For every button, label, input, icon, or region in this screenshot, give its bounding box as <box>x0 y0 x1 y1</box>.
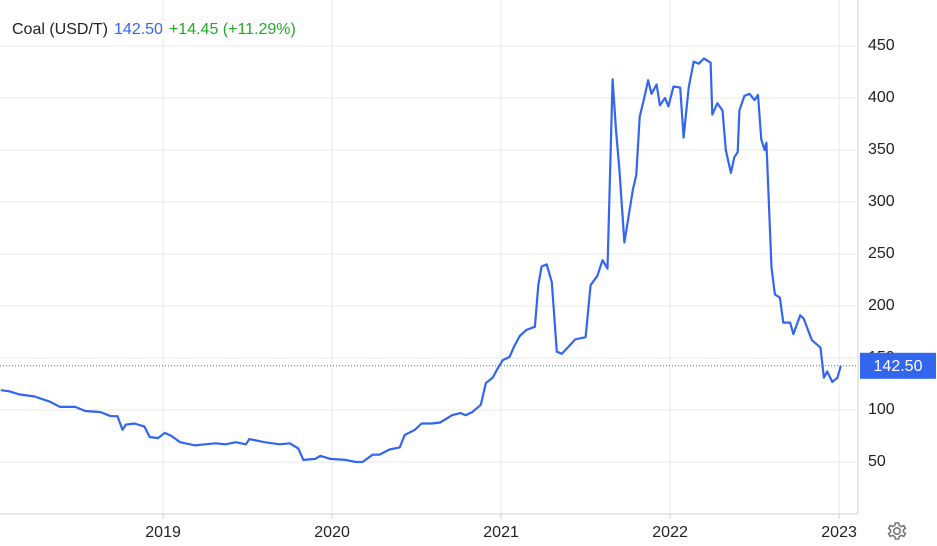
last-price: 142.50 <box>114 21 163 38</box>
last-price-label: 142.50 <box>874 358 923 375</box>
last-price-box <box>860 352 936 379</box>
price-change: +14.45 (+11.29%) <box>168 21 296 38</box>
y-tick-label: 450 <box>868 37 895 54</box>
settings-icon[interactable] <box>887 522 907 540</box>
x-tick-label: 2022 <box>652 524 688 541</box>
grid <box>0 0 858 514</box>
y-tick-label: 50 <box>868 453 886 470</box>
price-line <box>0 57 842 464</box>
y-tick-label: 100 <box>868 401 895 418</box>
y-tick-label: 200 <box>868 297 895 314</box>
y-tick-label: 250 <box>868 245 895 262</box>
x-tick-label: 2021 <box>483 524 519 541</box>
y-tick-label: 400 <box>868 89 895 106</box>
x-tick-label: 2023 <box>821 524 857 541</box>
header: Coal (USD/T) 142.50 +14.45 (+11.29%) <box>12 21 302 39</box>
x-tick-label: 2019 <box>145 524 181 541</box>
y-tick-label: 300 <box>868 193 895 210</box>
y-tick-label: 350 <box>868 141 895 158</box>
x-tick-label: 2020 <box>314 524 350 541</box>
instrument-title: Coal (USD/T) <box>12 21 109 38</box>
